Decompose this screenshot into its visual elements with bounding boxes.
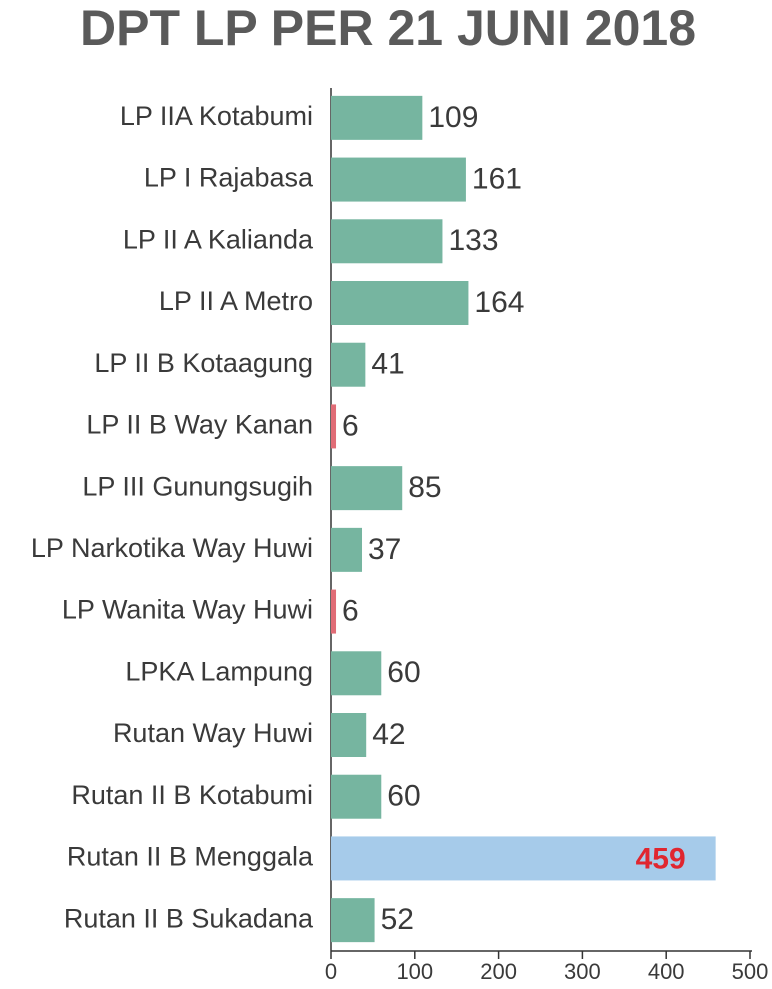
category-label: LP II B Way Kanan [86,410,313,440]
x-tick-label: 100 [396,959,433,984]
x-tick-label: 500 [732,959,769,984]
category-label: Rutan II B Menggala [67,842,314,872]
x-tick-label: 200 [480,959,517,984]
value-label: 109 [428,101,478,134]
value-label: 41 [371,348,404,381]
bar [331,527,363,572]
value-label: 42 [372,718,405,751]
value-label: 164 [474,286,524,319]
bar [331,466,403,511]
bar [331,774,382,819]
value-label: 37 [368,533,401,566]
bar [331,713,367,757]
bar [331,836,716,881]
bar [331,342,366,387]
value-label: 52 [381,903,414,936]
value-label: 85 [408,471,441,504]
category-label: LP I Rajabasa [144,163,314,193]
value-label: 6 [342,594,359,627]
category-label: LP Wanita Way Huwi [62,595,313,625]
x-tick-label: 400 [648,959,685,984]
bar [331,157,466,202]
category-label: LPKA Lampung [125,656,313,686]
bar [331,95,423,140]
x-tick-label: 300 [564,959,601,984]
value-label: 60 [387,780,420,813]
bar [331,281,469,325]
bar [331,589,337,634]
category-label: Rutan Way Huwi [113,718,313,748]
chart-title: DPT LP PER 21 JUNI 2018 [80,0,696,56]
value-label: 6 [342,409,359,442]
category-label: LP II B Kotaagung [94,348,313,378]
value-label: 60 [387,656,420,689]
category-label: LP Narkotika Way Huwi [31,533,313,563]
bar [331,219,443,264]
category-label: LP II A Kalianda [123,224,314,254]
category-label: LP IIA Kotabumi [120,101,313,131]
value-label: 161 [472,162,522,195]
category-label: LP III Gunungsugih [82,471,313,501]
category-label: LP II A Metro [159,286,313,316]
category-label: Rutan II B Kotabumi [71,780,313,810]
bar [331,404,337,449]
value-label: 459 [636,842,686,875]
bar [331,651,382,696]
category-label: Rutan II B Sukadana [64,903,314,933]
value-label: 133 [448,224,498,257]
x-tick-label: 0 [325,959,337,984]
bar [331,898,375,943]
